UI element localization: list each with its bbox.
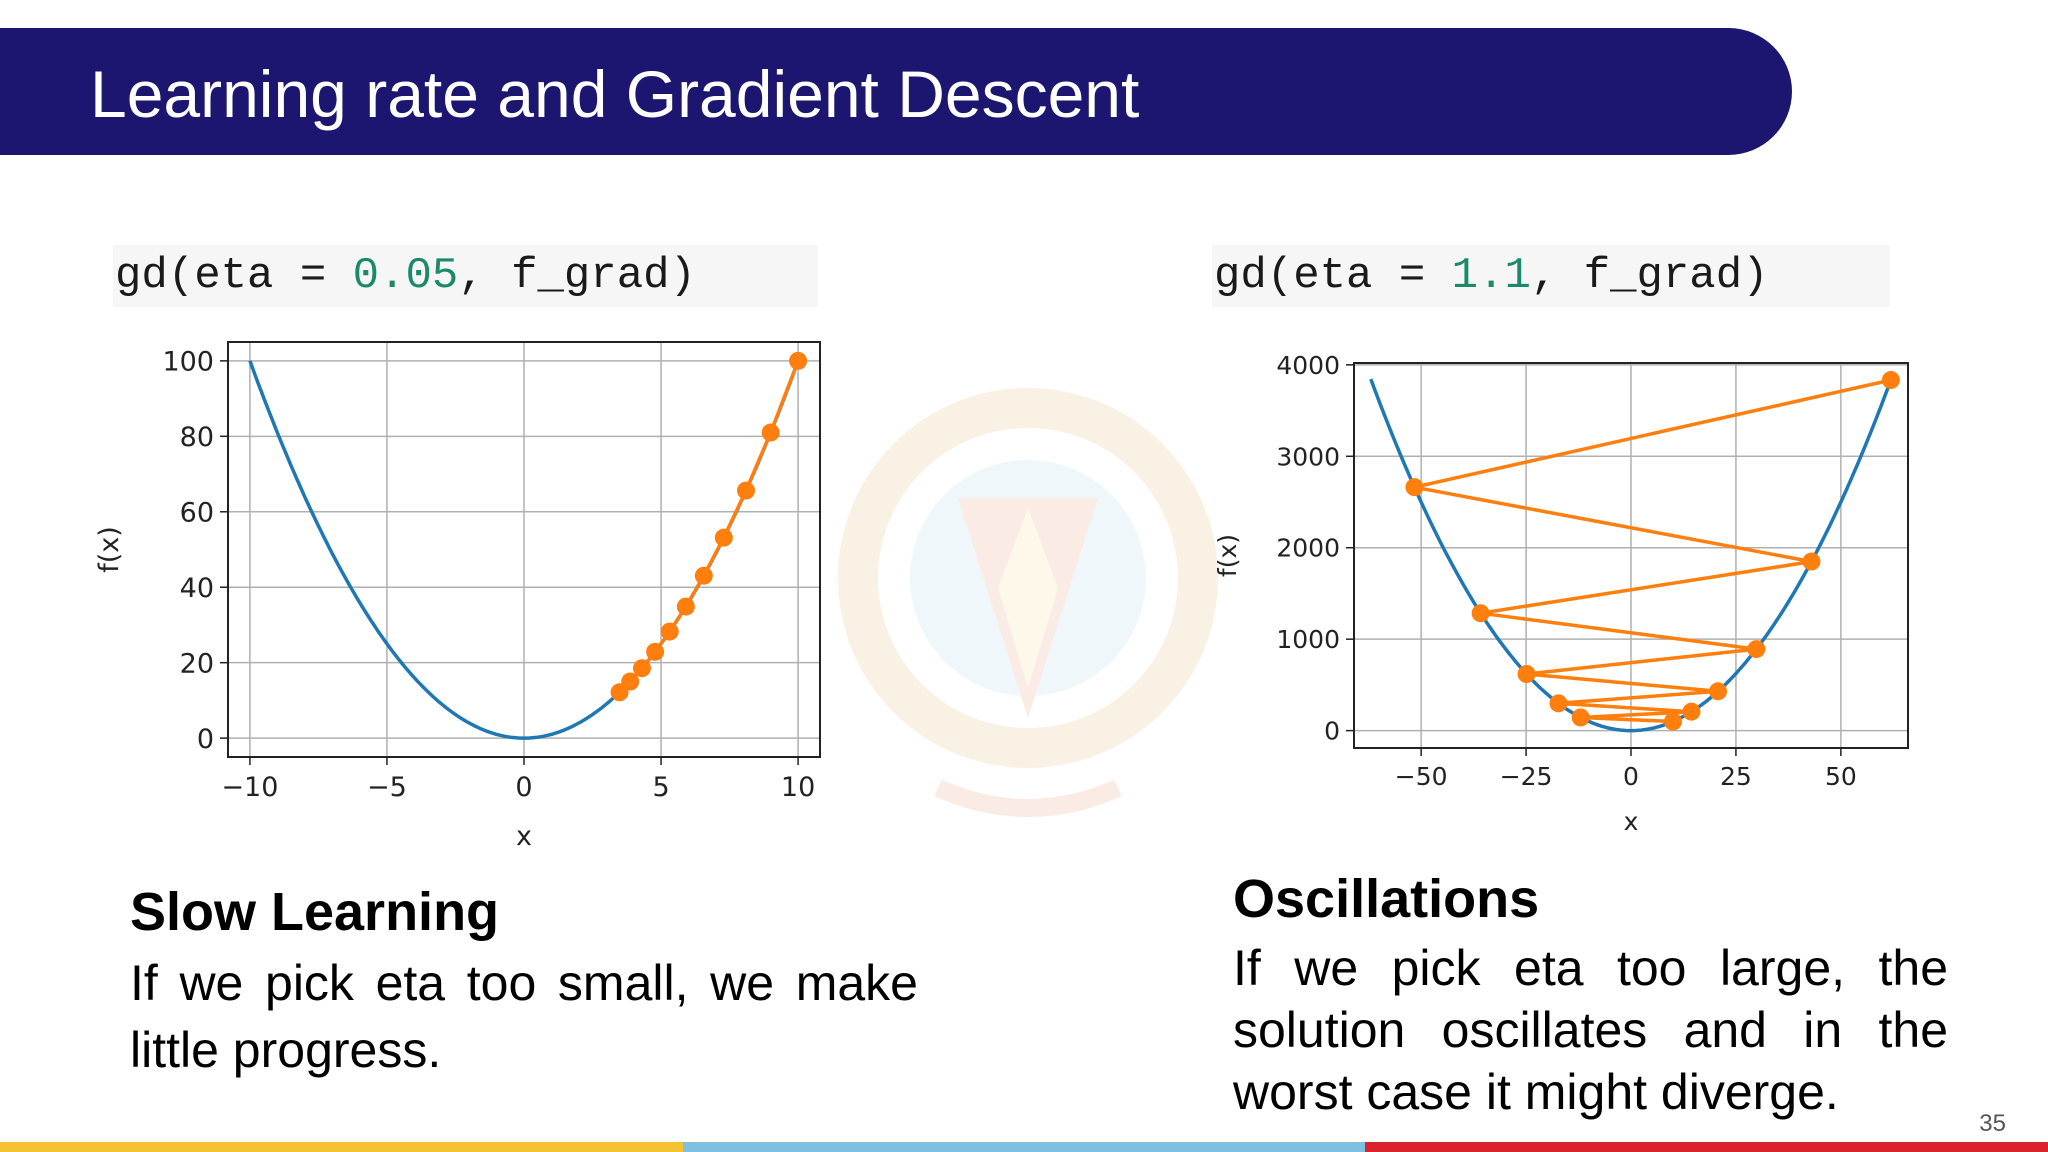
x-tick-label: −5 [367,772,407,803]
x-axis-label: x [1624,807,1639,836]
strip-red [1365,1142,2048,1152]
gd-step-point [1471,604,1490,623]
left-code-snippet: gd(eta = 0.05, f_grad) [113,245,818,307]
function-curve [1369,378,1893,733]
gd-step-point [1517,665,1536,684]
gd-step-point [1405,478,1424,497]
x-tick-label: 25 [1720,762,1752,791]
x-tick-label: 5 [652,772,669,803]
gd-step-point [761,423,780,442]
x-tick-label: −50 [1395,762,1448,791]
gd-step-point [660,622,679,641]
y-axis-label: f(x) [1213,534,1242,577]
y-tick-label: 0 [1324,717,1340,746]
gd-step-point [646,642,665,661]
strip-blue [682,1142,1366,1152]
gd-step-point [1881,371,1900,390]
y-axis-label: f(x) [94,526,125,573]
institute-emblem-watermark [838,388,1218,817]
y-tick-label: 1000 [1276,625,1340,654]
x-tick-label: 0 [1623,762,1639,791]
page-number: 35 [1979,1110,2006,1137]
y-tick-label: 3000 [1276,442,1340,471]
gd-step-point [610,683,629,702]
x-tick-label: 0 [515,772,532,803]
code-suffix: , f_grad) [458,251,696,301]
slide-title: Learning rate and Gradient Descent [90,57,1140,131]
left-body: If we pick eta too small, we make little… [130,955,918,1078]
bottom-color-strip [0,1142,2048,1152]
y-tick-label: 60 [180,497,214,528]
gd-step-point [1571,708,1590,727]
gd-step-point [1663,712,1682,731]
code-suffix: , f_grad) [1530,251,1769,301]
plot-frame [1353,362,1909,749]
gd-step-point [714,528,733,547]
x-tick-label: 50 [1825,762,1857,791]
code-prefix: gd(eta = [1214,251,1452,301]
gd-step-point [694,566,713,585]
gd-step-point [1682,702,1701,721]
gd-step-point [737,481,755,500]
title-banner [0,28,1792,155]
gd-step-point [1747,640,1766,659]
code-prefix: gd(eta = [115,251,353,301]
eta-value: 0.05 [352,251,459,301]
y-tick-label: 40 [180,573,214,604]
eta-value: 1.1 [1451,251,1531,301]
x-tick-label: 10 [781,772,815,803]
y-tick-label: 100 [162,347,214,378]
x-tick-label: −10 [221,772,278,803]
gd-path-line [1414,378,1892,724]
x-tick-label: −25 [1500,762,1553,791]
gd-step-point [789,351,808,370]
gd-step-point [632,659,651,678]
gd-step-point [676,597,695,616]
left-heading: Slow Learning [130,882,500,942]
y-tick-label: 2000 [1276,534,1340,563]
gd-step-point [1709,682,1728,701]
gd-step-point [1549,694,1568,713]
right-code-snippet: gd(eta = 1.1, f_grad) [1212,245,1890,307]
right-heading: Oscillations [1233,869,1540,929]
y-tick-label: 0 [197,724,214,755]
y-tick-label: 4000 [1276,351,1340,380]
y-tick-label: 20 [180,648,214,679]
gd-step-point [1802,552,1821,571]
right-body: If we pick eta too large, the solution o… [1233,940,1948,1120]
x-axis-label: x [516,821,532,852]
strip-yellow [0,1142,683,1152]
y-tick-label: 80 [180,422,214,453]
plot-frame [227,341,821,758]
